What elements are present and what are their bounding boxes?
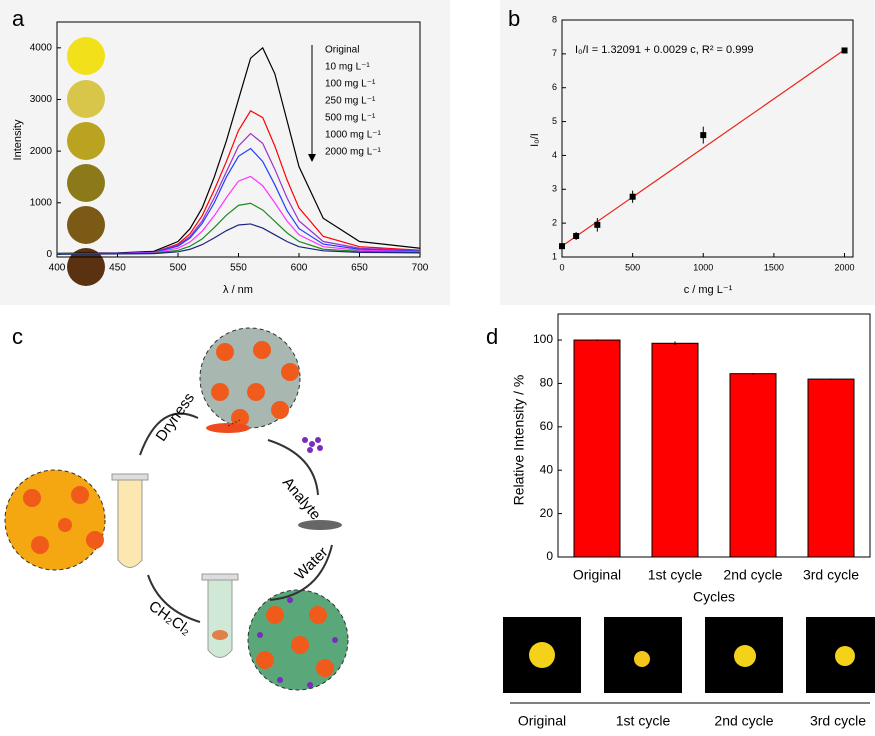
panel-letter: a [12, 6, 25, 31]
panel-letter: c [12, 324, 23, 349]
y-axis-label: Intensity [12, 119, 24, 160]
data-point [573, 233, 579, 239]
y-axis-label: Relative Intensity / % [511, 375, 527, 506]
cycle-photos [503, 617, 875, 703]
x-tick-label: Original [573, 567, 621, 583]
x-tick-label: 1500 [764, 262, 784, 272]
x-tick-label: 600 [291, 263, 308, 274]
x-tick-label: 0 [559, 262, 564, 272]
x-tick-label: 1000 [693, 262, 713, 272]
diagram-label: Analyte [279, 474, 324, 523]
y-tick-label: 6 [552, 82, 557, 92]
x-tick-label: 500 [170, 263, 187, 274]
x-tick-label: 450 [109, 263, 126, 274]
bar [574, 340, 620, 557]
y-tick-label: 2000 [30, 146, 53, 157]
x-tick-label: 550 [230, 263, 247, 274]
x-tick-label: 400 [49, 263, 66, 274]
y-tick-label: 20 [540, 506, 554, 520]
y-axis-label: I₀/I [529, 133, 541, 147]
legend-label: 1000 mg L⁻¹ [325, 130, 382, 141]
data-point [700, 132, 706, 138]
x-tick-label: 2000 [835, 262, 855, 272]
photo-label: 2nd cycle [714, 713, 773, 729]
x-tick-label: 1st cycle [648, 567, 703, 583]
bar [730, 374, 776, 557]
legend-label: 250 mg L⁻¹ [325, 96, 376, 107]
data-point [630, 194, 636, 200]
data-point [559, 243, 565, 249]
legend-label: 100 mg L⁻¹ [325, 79, 376, 90]
y-tick-label: 0 [546, 549, 553, 563]
y-tick-label: 3 [552, 184, 557, 194]
y-tick-label: 1000 [30, 197, 53, 208]
y-tick-label: 40 [540, 462, 554, 476]
panel-a-bg [0, 0, 450, 305]
y-tick-label: 100 [533, 332, 553, 346]
y-tick-label: 4000 [30, 42, 53, 53]
legend-label: 10 mg L⁻¹ [325, 62, 370, 73]
bar [652, 343, 698, 557]
y-tick-label: 60 [540, 419, 554, 433]
cycle-diagram: Dryness Analyte Water CH₂Cl₂ [5, 328, 348, 690]
y-tick-label: 0 [46, 249, 52, 260]
x-tick-label: 650 [351, 263, 368, 274]
y-tick-label: 3000 [30, 94, 53, 105]
y-tick-label: 7 [552, 48, 557, 58]
data-point [842, 47, 848, 53]
legend-label: Original [325, 45, 359, 56]
photo-label: Original [518, 713, 566, 729]
x-tick-label: 500 [625, 262, 640, 272]
x-tick-label: 700 [412, 263, 429, 274]
x-axis-label: λ / nm [223, 284, 253, 296]
legend-label: 2000 mg L⁻¹ [325, 147, 382, 158]
panel-letter: d [486, 324, 498, 349]
y-tick-label: 80 [540, 376, 554, 390]
y-tick-label: 8 [552, 14, 557, 24]
photo-label: 3rd cycle [810, 713, 866, 729]
diagram-label: Dryness [153, 390, 198, 445]
y-tick-label: 5 [552, 116, 557, 126]
fit-annotation: I₀/I = 1.32091 + 0.0029 c, R² = 0.999 [575, 44, 754, 56]
photo-label: 1st cycle [616, 713, 671, 729]
panel-letter: b [508, 6, 520, 31]
bar [808, 379, 854, 557]
figure: a b c d Dryness Analyte Water C [0, 0, 875, 731]
x-tick-label: 3rd cycle [803, 567, 859, 583]
x-axis-label: c / mg L⁻¹ [684, 284, 733, 296]
x-tick-label: 2nd cycle [723, 567, 782, 583]
x-axis-label: Cycles [693, 589, 735, 605]
data-point [594, 222, 600, 228]
diagram-label: CH₂Cl₂ [145, 598, 194, 639]
y-tick-label: 2 [552, 218, 557, 228]
y-tick-label: 1 [552, 251, 557, 261]
legend-label: 500 mg L⁻¹ [325, 113, 376, 124]
y-tick-label: 4 [552, 150, 557, 160]
